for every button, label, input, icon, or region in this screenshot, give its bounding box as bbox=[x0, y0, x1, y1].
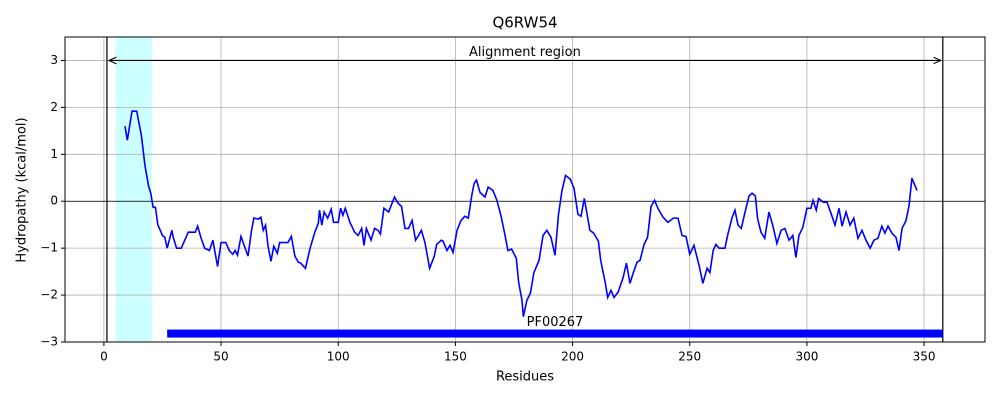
y-tick-label: 1 bbox=[50, 147, 58, 161]
y-axis-label: Hydropathy (kcal/mol) bbox=[15, 117, 30, 262]
y-tick-label: −3 bbox=[40, 335, 58, 349]
y-tick-label: 0 bbox=[50, 194, 58, 208]
domain-label: PF00267 bbox=[527, 315, 584, 330]
y-tick-label: −1 bbox=[40, 241, 58, 255]
y-tick-label: −2 bbox=[40, 288, 58, 302]
x-axis-label: Residues bbox=[496, 370, 554, 385]
x-tick-label: 0 bbox=[100, 350, 108, 364]
hydropathy-line bbox=[124, 110, 918, 317]
highlight-region bbox=[115, 37, 152, 342]
y-tick-label: 2 bbox=[50, 100, 58, 114]
x-tick-label: 300 bbox=[795, 350, 818, 364]
x-tick-label: 350 bbox=[913, 350, 936, 364]
y-tick-label: 3 bbox=[50, 53, 58, 67]
x-tick-label: 200 bbox=[561, 350, 584, 364]
alignment-label: Alignment region bbox=[469, 45, 581, 60]
x-tick-label: 150 bbox=[444, 350, 467, 364]
plot-frame bbox=[64, 36, 986, 343]
chart-title: Q6RW54 bbox=[492, 14, 557, 32]
domain-bar bbox=[167, 329, 943, 338]
x-tick-label: 250 bbox=[678, 350, 701, 364]
x-tick-label: 50 bbox=[213, 350, 228, 364]
x-tick-label: 100 bbox=[327, 350, 350, 364]
